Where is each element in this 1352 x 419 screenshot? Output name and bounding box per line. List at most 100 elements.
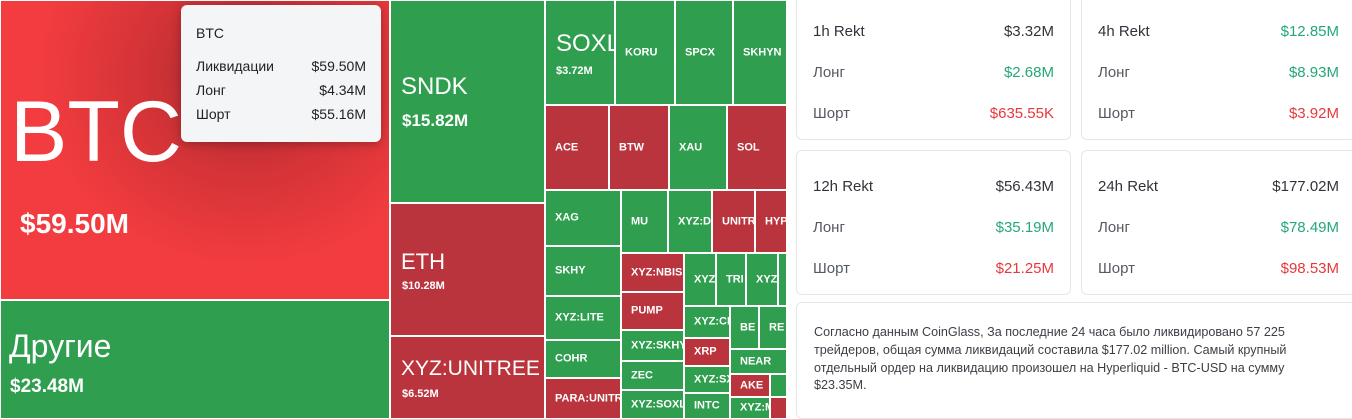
card-long-row: Лонг $2.68M [813, 64, 1054, 81]
short-value: $3.92M [1288, 105, 1339, 122]
tile-symbol: XYZ:NBIS [631, 266, 683, 278]
tile-btw[interactable]: BTW [609, 105, 669, 190]
liquidation-summary: Согласно данным CoinGlass, За последние … [796, 302, 1352, 419]
tile-value: $6.52M [402, 388, 439, 400]
tooltip-value: $55.16M [311, 106, 366, 122]
tile-xyz-soxl[interactable]: XYZ:SOXL [621, 390, 684, 419]
tile-symbol: XAG [555, 211, 579, 224]
tile-para-unitr[interactable]: PARA:UNITR [545, 378, 621, 419]
long-value: $2.68M [1003, 64, 1054, 81]
tile-symbol: XAU [679, 141, 703, 153]
tile-spcx[interactable]: SPCX [675, 0, 733, 105]
card-short-row: Шорт $3.92M [1098, 105, 1339, 122]
tile-re[interactable]: RE [759, 306, 787, 349]
tooltip-row: Ликвидации $59.50M [196, 58, 366, 74]
short-label: Шорт [813, 105, 850, 122]
tile-symbol: XRP [694, 345, 717, 358]
long-value: $35.19M [995, 219, 1054, 236]
card-header: 12h Rekt $56.43M [813, 178, 1054, 195]
tile-symbol: XYZ:LITE [555, 311, 604, 324]
rekt-card-24h: 24h Rekt $177.02M Лонг $78.49M Шорт $98.… [1081, 150, 1352, 295]
short-value: $21.25M [995, 260, 1054, 277]
tile-sol[interactable]: SOL [727, 105, 787, 190]
tile-be[interactable]: BE [730, 306, 759, 349]
tile-symbol: ACE [555, 141, 579, 153]
tile-symbol: XYZ:D [678, 215, 711, 227]
long-value: $8.93M [1288, 64, 1339, 81]
card-header: 1h Rekt $3.32M [813, 23, 1054, 40]
card-short-row: Шорт $21.25M [813, 260, 1054, 277]
tooltip-row: Шорт $55.16M [196, 106, 366, 122]
card-short-row: Шорт $98.53M [1098, 260, 1339, 277]
tooltip-label: Ликвидации [196, 58, 275, 74]
tile-koru[interactable]: KORU [615, 0, 675, 105]
tile-tiny[interactable] [770, 374, 787, 397]
tile-xrp[interactable]: XRP [684, 338, 730, 366]
card-long-row: Лонг $35.19M [813, 219, 1054, 236]
tile-cohr[interactable]: COHR [545, 340, 621, 378]
tile-symbol: SOL [737, 141, 760, 153]
tile-ace[interactable]: ACE [545, 105, 609, 190]
tile-symbol: XYZ [694, 273, 716, 285]
tile-sndk[interactable]: SNDK $15.82M [390, 0, 545, 203]
tile-xyz-lite[interactable]: XYZ:LITE [545, 296, 621, 340]
tile-symbol: HYP [765, 215, 787, 227]
card-total: $177.02M [1272, 178, 1339, 195]
tile-xyz-skhy[interactable]: XYZ:SKHY [621, 330, 684, 361]
tile-xyz-nbis[interactable]: XYZ:NBIS [621, 253, 684, 292]
rekt-card-12h: 12h Rekt $56.43M Лонг $35.19M Шорт $21.2… [796, 150, 1071, 295]
tile-xyz-d[interactable]: XYZ:D [668, 190, 712, 253]
tile-symbol: TRI [726, 273, 744, 285]
card-total: $56.43M [995, 178, 1054, 195]
tile-symbol: XYZ:CR [694, 315, 729, 328]
tile-xau[interactable]: XAU [669, 105, 727, 190]
tile-value: $10.28M [402, 280, 445, 292]
tile-symbol: KORU [625, 46, 658, 58]
rekt-card-1h: 1h Rekt $3.32M Лонг $2.68M Шорт $635.55K [796, 0, 1071, 140]
tile-intc[interactable]: INTC [684, 393, 730, 419]
long-label: Лонг [813, 219, 845, 236]
tile-symbol: XYZ:SKHY [631, 339, 684, 351]
tile-symbol: UNITR [722, 215, 755, 227]
tile-symbol: ZEC [631, 369, 653, 381]
short-label: Шорт [813, 260, 850, 277]
card-title: 4h Rekt [1098, 23, 1150, 40]
tile-xyz-unitree[interactable]: XYZ:UNITREE $6.52M [390, 336, 545, 419]
tile-xyz-sx[interactable]: XYZ:SX [684, 366, 730, 393]
tile-xag[interactable]: XAG [545, 190, 621, 246]
tooltip-value: $4.34M [319, 82, 366, 98]
tile-zec[interactable]: ZEC [621, 361, 684, 390]
short-label: Шорт [1098, 105, 1135, 122]
card-total: $3.32M [1003, 23, 1054, 40]
tile-symbol: INTC [694, 399, 720, 412]
tile-mu[interactable]: MU [621, 190, 668, 253]
tile-xyz-b[interactable]: XYZ [746, 253, 778, 306]
tile-hyp[interactable]: HYP [755, 190, 787, 253]
tile-near[interactable]: NEAR [730, 349, 787, 374]
card-header: 4h Rekt $12.85M [1098, 23, 1339, 40]
tile-symbol: PARA:UNITR [555, 392, 621, 404]
tile-unitr[interactable]: UNITR [712, 190, 755, 253]
long-label: Лонг [813, 64, 845, 81]
tile-tiny[interactable] [770, 397, 787, 419]
tile-symbol: XYZ [756, 273, 778, 285]
tile-value: $3.72M [556, 65, 593, 77]
tile-skhy[interactable]: SKHY [545, 246, 621, 296]
tile-xyz-a[interactable]: XYZ [684, 253, 716, 306]
tile-soxl[interactable]: SOXL $3.72M [545, 0, 615, 105]
tooltip-title: BTC [196, 25, 224, 41]
tile-tiny[interactable] [778, 253, 787, 306]
tile-ake[interactable]: AKE [730, 374, 770, 397]
tile-pump[interactable]: PUMP [621, 292, 684, 330]
short-value: $98.53M [1280, 260, 1339, 277]
tile-xyz-cr[interactable]: XYZ:CR [684, 306, 730, 338]
tile-skhyn[interactable]: SKHYN [733, 0, 787, 105]
tile-symbol: SOXL [556, 30, 615, 57]
tile-others[interactable]: Другие $23.48M [0, 300, 390, 419]
tile-xyz-m[interactable]: XYZ:M [730, 397, 770, 419]
tile-symbol: SPCX [685, 46, 715, 58]
tile-tri[interactable]: TRI [716, 253, 746, 306]
tile-eth[interactable]: ETH $10.28M [390, 203, 545, 336]
tile-symbol: SKHY [555, 264, 586, 277]
tile-symbol: BE [740, 321, 756, 333]
